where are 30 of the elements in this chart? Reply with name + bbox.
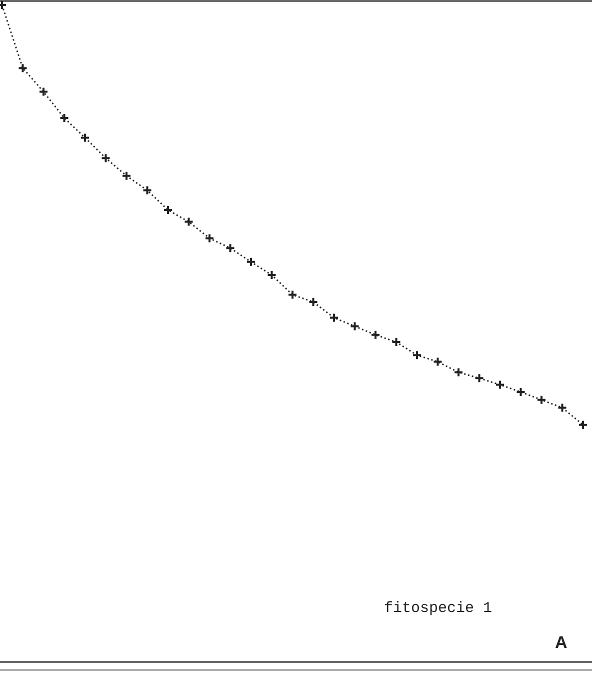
point [412, 350, 422, 360]
point [288, 290, 298, 300]
point [329, 312, 339, 323]
point [536, 394, 546, 405]
point [38, 86, 48, 97]
point [204, 233, 214, 244]
point [246, 256, 256, 267]
point [122, 170, 132, 181]
point [142, 185, 152, 196]
point [516, 386, 526, 397]
point [18, 63, 28, 74]
point [266, 270, 277, 280]
annotation: A [555, 633, 568, 652]
point [454, 367, 464, 378]
point [474, 373, 484, 384]
point [225, 243, 236, 254]
point [163, 204, 173, 215]
point [80, 132, 90, 143]
point [59, 113, 70, 124]
point [495, 380, 505, 390]
point [350, 321, 360, 332]
point [100, 153, 111, 164]
point [391, 337, 402, 348]
point [370, 330, 380, 340]
point [184, 216, 194, 227]
point [578, 420, 588, 430]
annotation: fitospecie 1 [384, 600, 492, 617]
point [432, 356, 443, 367]
point [308, 296, 318, 307]
point [557, 402, 568, 413]
